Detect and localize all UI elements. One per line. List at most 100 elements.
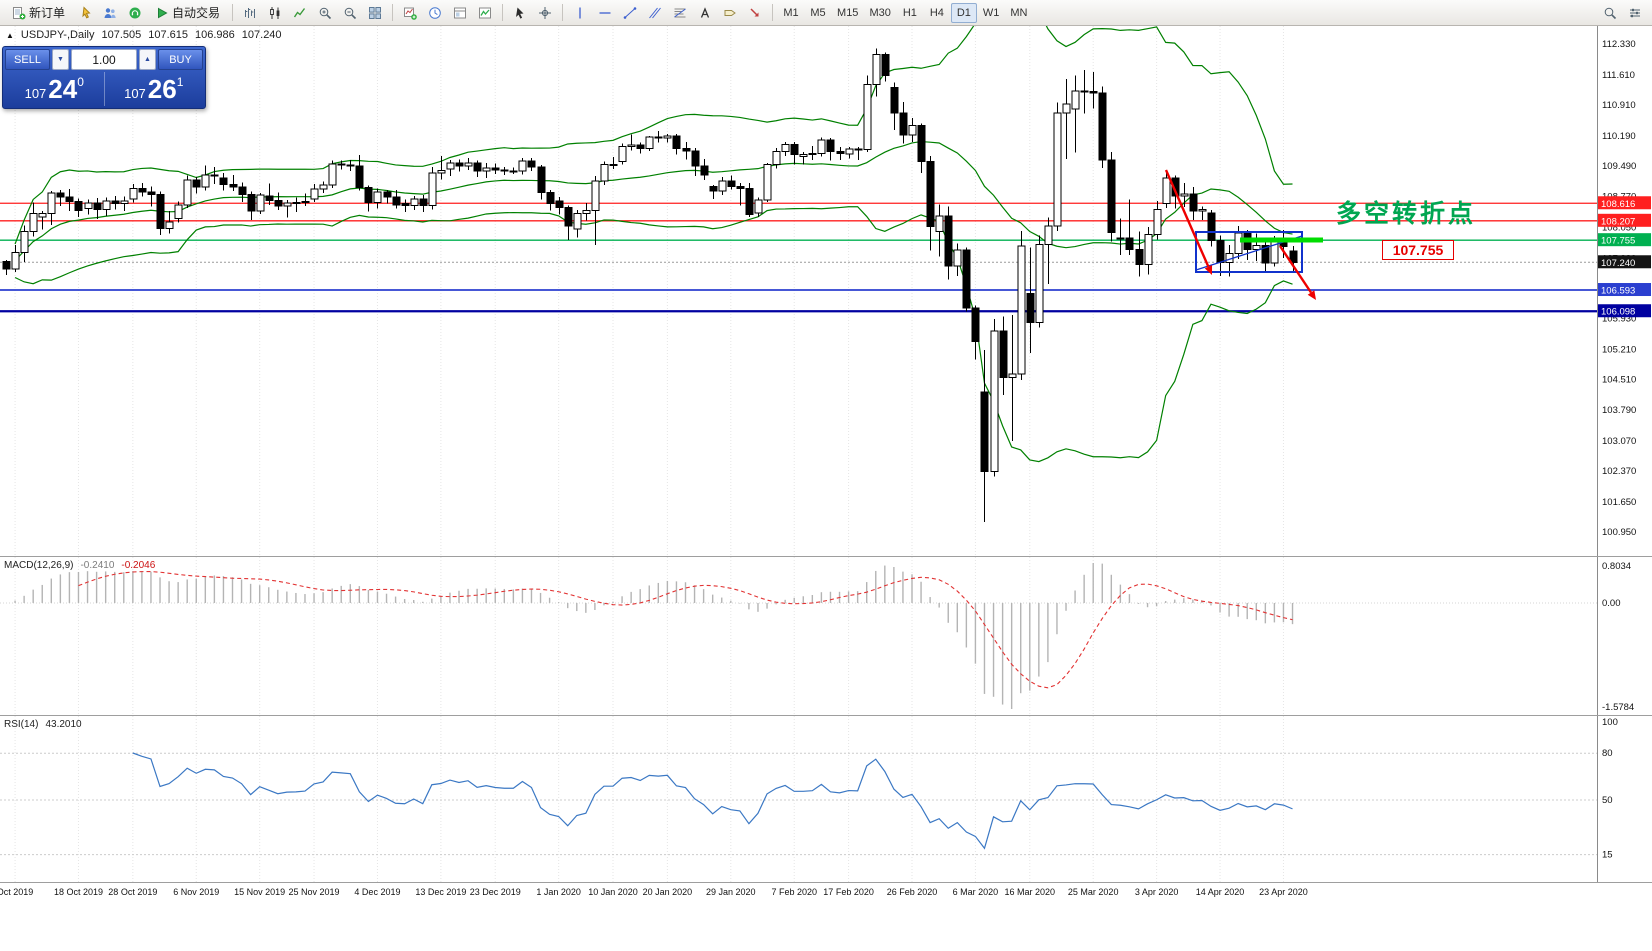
price-level-badge bbox=[1598, 283, 1651, 297]
sell-button[interactable]: SELL bbox=[5, 49, 50, 70]
date-axis-label: 26 Feb 2020 bbox=[886, 887, 938, 897]
date-axis-label: 7 Feb 2020 bbox=[771, 887, 817, 897]
volume-input[interactable]: 1.00 bbox=[71, 49, 137, 70]
timeframe-mn-button[interactable]: MN bbox=[1010, 6, 1028, 19]
new-chart-button[interactable] bbox=[398, 2, 422, 24]
template-icon bbox=[454, 7, 467, 18]
sliders-icon bbox=[1630, 8, 1640, 17]
candlestick-chart-button[interactable] bbox=[263, 2, 287, 24]
svg-text:80: 80 bbox=[1602, 748, 1613, 759]
macd-panel-canvas[interactable]: 0.8034 0.00 -1.5784 bbox=[0, 557, 1652, 715]
timeframe-m5-button[interactable]: M5 bbox=[810, 6, 826, 19]
chart-ohlc-header: ▲ USDJPY-,Daily 107.505 107.615 106.986 … bbox=[6, 29, 282, 41]
one-click-trading-panel: SELL ▼ 1.00 ▲ BUY 107 24 0 107 26 1 bbox=[2, 46, 206, 109]
date-axis-label: 18 Oct 2019 bbox=[53, 887, 103, 897]
consolidation-rectangle bbox=[1195, 231, 1303, 273]
zoom-in-button[interactable] bbox=[313, 2, 337, 24]
autotrade-label: 自动交易 bbox=[172, 6, 221, 20]
text-tool-button[interactable] bbox=[693, 2, 717, 24]
date-axis-label: 6 Mar 2020 bbox=[952, 887, 999, 897]
price-chart-canvas[interactable]: 112.330111.610110.910110.190109.490108.7… bbox=[0, 26, 1652, 556]
date-axis-label: 4 Dec 2019 bbox=[354, 887, 401, 897]
new-order-button[interactable]: 新订单 bbox=[5, 2, 72, 24]
rsi-value: 43.2010 bbox=[45, 719, 82, 730]
volume-increase-button[interactable]: ▲ bbox=[139, 49, 156, 70]
svg-text:103.790: 103.790 bbox=[1602, 405, 1636, 416]
crosshair-tool-button[interactable] bbox=[533, 2, 557, 24]
bar-chart-button[interactable] bbox=[238, 2, 262, 24]
low-value: 106.986 bbox=[195, 29, 235, 41]
svg-text:103.070: 103.070 bbox=[1602, 436, 1636, 447]
line-chart-icon bbox=[293, 7, 306, 17]
timeframe-w1-button[interactable]: W1 bbox=[982, 6, 1000, 19]
volume-decrease-button[interactable]: ▼ bbox=[52, 49, 69, 70]
svg-text:105.930: 105.930 bbox=[1602, 313, 1636, 324]
arrow-tool-icon bbox=[750, 7, 759, 17]
accounts-button[interactable] bbox=[98, 2, 122, 24]
tile-windows-button[interactable] bbox=[363, 2, 387, 24]
svg-text:110.190: 110.190 bbox=[1602, 131, 1636, 142]
svg-text:105.210: 105.210 bbox=[1602, 344, 1636, 355]
oneclick-toggle-icon[interactable]: ▲ bbox=[6, 30, 14, 40]
toolbar-separator bbox=[232, 4, 234, 21]
indicators-button[interactable] bbox=[473, 2, 497, 24]
date-axis-label: 13 Dec 2019 bbox=[415, 887, 467, 897]
cursor-icon bbox=[516, 7, 524, 19]
sell-price-display[interactable]: 107 24 0 bbox=[5, 72, 104, 106]
settings-button[interactable] bbox=[1623, 2, 1647, 24]
search-button[interactable] bbox=[1598, 2, 1622, 24]
date-axis[interactable]: Oct 2019 18 Oct 2019 28 Oct 2019 6 Nov 2019… bbox=[0, 883, 1652, 904]
timeframe-h1-button[interactable]: H1 bbox=[902, 6, 917, 19]
templates-button[interactable] bbox=[448, 2, 472, 24]
date-axis-label: 28 Oct 2019 bbox=[108, 887, 158, 897]
trendline-tool-button[interactable] bbox=[618, 2, 642, 24]
rsi-indicator-label: RSI(14) 43.2010 bbox=[4, 719, 82, 730]
candlestick-icon bbox=[270, 6, 280, 19]
support-button[interactable] bbox=[123, 2, 147, 24]
trend-arrow bbox=[1164, 169, 1210, 268]
rsi-title: RSI(14) bbox=[4, 719, 39, 730]
timeframe-m1-button[interactable]: M1 bbox=[783, 6, 799, 19]
price-callout-annotation: 107.755 bbox=[1382, 240, 1454, 260]
period-button[interactable] bbox=[423, 2, 447, 24]
buy-button[interactable]: BUY bbox=[158, 49, 203, 70]
line-chart-button[interactable] bbox=[288, 2, 312, 24]
horizontal-line-tool-button[interactable] bbox=[593, 2, 617, 24]
rsi-panel-canvas[interactable]: 100 80 50 15 bbox=[0, 716, 1652, 882]
fibonacci-tool-button[interactable] bbox=[668, 2, 692, 24]
bar-chart-icon bbox=[245, 7, 256, 18]
timeframe-d1-button[interactable]: D1 bbox=[950, 2, 977, 23]
timeframe-m30-button[interactable]: M30 bbox=[869, 6, 891, 19]
fibonacci-icon bbox=[674, 8, 686, 17]
accounts-icon bbox=[104, 7, 116, 18]
price-label-icon bbox=[724, 9, 736, 16]
timeframe-m15-button[interactable]: M15 bbox=[837, 6, 859, 19]
date-axis-label: 17 Feb 2020 bbox=[823, 887, 874, 897]
svg-text:-1.5784: -1.5784 bbox=[1602, 702, 1634, 713]
panel-separator[interactable] bbox=[0, 715, 1652, 716]
panel-separator[interactable] bbox=[0, 556, 1652, 557]
clock-icon bbox=[429, 6, 441, 19]
buy-price-display[interactable]: 107 26 1 bbox=[105, 72, 204, 106]
channel-tool-button[interactable] bbox=[643, 2, 667, 24]
cursor-tool-button[interactable] bbox=[508, 2, 532, 24]
svg-text:110.910: 110.910 bbox=[1602, 100, 1636, 111]
autotrade-button[interactable]: 自动交易 bbox=[148, 2, 227, 24]
close-value: 107.240 bbox=[241, 29, 282, 41]
date-axis-label: 15 Nov 2019 bbox=[234, 887, 286, 897]
toolbar-separator bbox=[502, 4, 504, 21]
svg-text:107.755: 107.755 bbox=[1601, 236, 1635, 247]
svg-text:101.650: 101.650 bbox=[1602, 497, 1636, 508]
price-divider bbox=[103, 72, 105, 106]
price-level-badge bbox=[1598, 213, 1651, 227]
timeframe-h4-button[interactable]: H4 bbox=[929, 6, 944, 19]
indicators-icon bbox=[479, 7, 492, 18]
vertical-line-tool-button[interactable] bbox=[568, 2, 592, 24]
macd-value: -0.2410 bbox=[80, 560, 115, 571]
price-level-badge bbox=[1598, 304, 1651, 318]
vertical-line-icon bbox=[579, 7, 581, 18]
hand-pointer-button[interactable] bbox=[73, 2, 97, 24]
arrow-tool-button[interactable] bbox=[743, 2, 767, 24]
zoom-out-button[interactable] bbox=[338, 2, 362, 24]
label-tool-button[interactable] bbox=[718, 2, 742, 24]
